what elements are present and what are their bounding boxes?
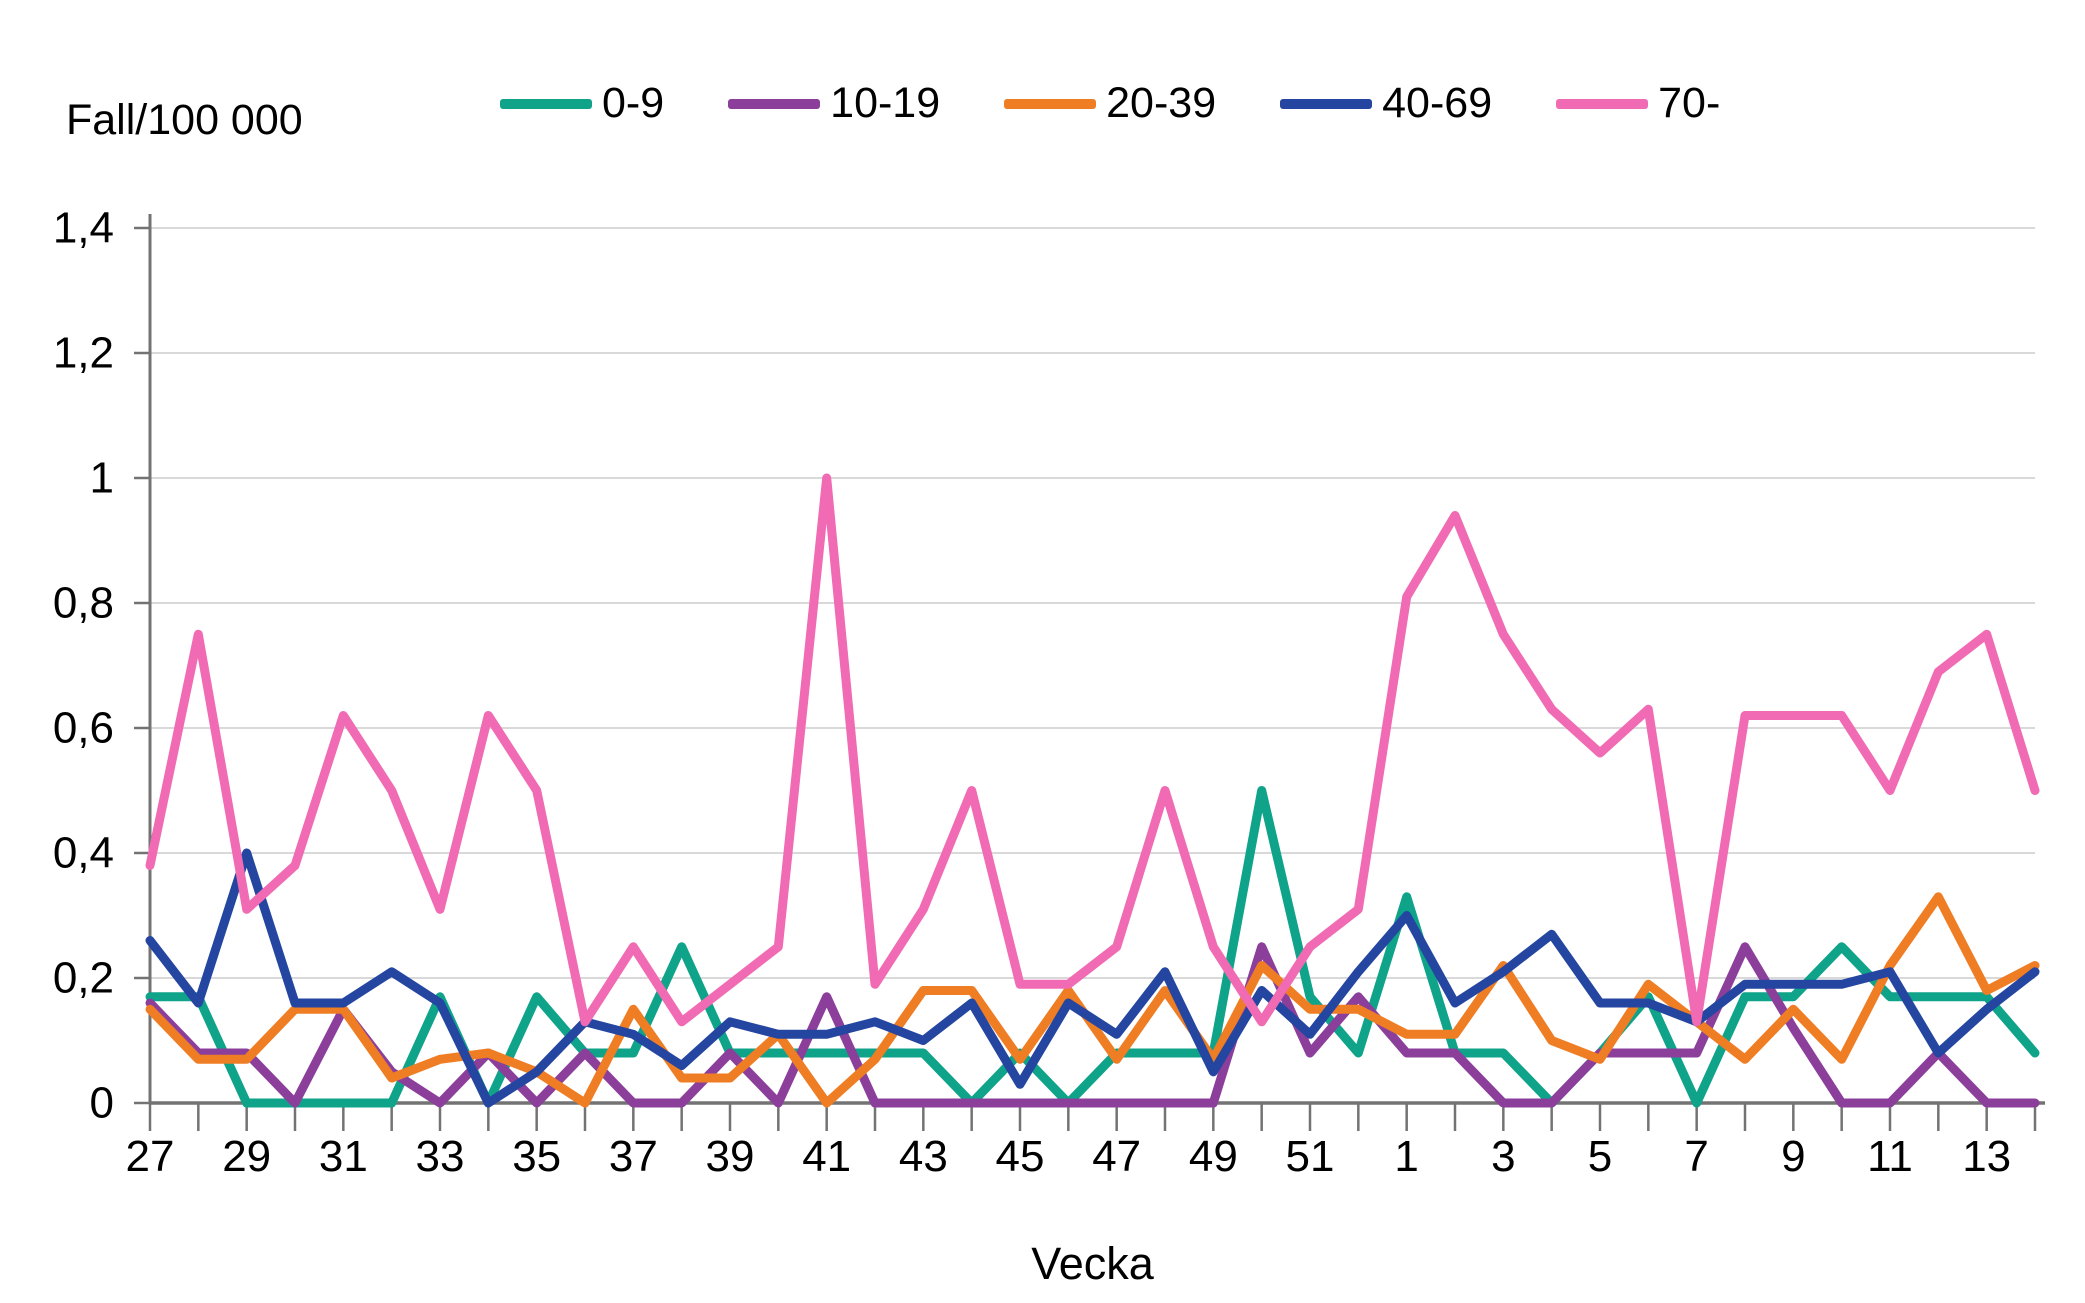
x-tick-label: 9 bbox=[1781, 1132, 1805, 1181]
y-tick-label: 0,2 bbox=[53, 954, 114, 1003]
x-tick-label: 33 bbox=[416, 1132, 465, 1181]
legend-item-0-9: 0-9 bbox=[500, 82, 664, 125]
x-tick-label: 31 bbox=[319, 1132, 368, 1181]
y-tick-label: 0,6 bbox=[53, 704, 114, 753]
legend-swatch-0-9 bbox=[500, 98, 592, 109]
legend-swatch-20-39 bbox=[1004, 98, 1097, 109]
legend-item-70-: 70- bbox=[1556, 82, 1720, 125]
x-tick-label: 13 bbox=[1962, 1132, 2011, 1181]
legend-item-20-39: 20-39 bbox=[1004, 82, 1216, 125]
x-tick-label: 35 bbox=[512, 1132, 561, 1181]
y-tick-label: 0,8 bbox=[53, 579, 114, 628]
x-tick-label: 7 bbox=[1684, 1132, 1708, 1181]
x-tick-label: 39 bbox=[706, 1132, 755, 1181]
series-line-70- bbox=[145, 473, 2040, 1027]
x-tick-label: 49 bbox=[1189, 1132, 1238, 1181]
x-axis-title: Vecka bbox=[1031, 1238, 1154, 1289]
legend-label-40-69: 40-69 bbox=[1382, 79, 1493, 127]
x-tick-label: 43 bbox=[899, 1132, 948, 1181]
x-tick-label: 11 bbox=[1867, 1132, 1913, 1181]
legend-label-10-19: 10-19 bbox=[830, 79, 941, 127]
y-tick-label: 1,4 bbox=[53, 204, 114, 253]
legend-item-40-69: 40-69 bbox=[1280, 82, 1492, 125]
legend: 0-9 10-19 20-39 40-69 70- bbox=[500, 82, 1720, 125]
x-tick-label: 47 bbox=[1092, 1132, 1141, 1181]
x-tick-label: 3 bbox=[1491, 1132, 1515, 1181]
series-line-40-69 bbox=[145, 848, 2040, 1108]
x-tick-label: 45 bbox=[996, 1132, 1045, 1181]
x-tick-label: 29 bbox=[222, 1132, 271, 1181]
y-tick-label: 1,2 bbox=[53, 329, 114, 378]
x-tick-label: 41 bbox=[802, 1132, 851, 1181]
legend-swatch-70- bbox=[1556, 98, 1649, 109]
x-tick-label: 5 bbox=[1588, 1132, 1612, 1181]
y-axis-title: Fall/100 000 bbox=[66, 96, 303, 144]
legend-item-10-19: 10-19 bbox=[728, 82, 940, 125]
legend-label-70-: 70- bbox=[1658, 79, 1721, 127]
y-tick-label: 0 bbox=[90, 1079, 114, 1128]
legend-swatch-10-19 bbox=[728, 98, 821, 109]
x-tick-label: 1 bbox=[1394, 1132, 1418, 1181]
x-tick-label: 27 bbox=[126, 1132, 175, 1181]
y-tick-label: 0,4 bbox=[53, 829, 114, 878]
y-tick-label: 1 bbox=[90, 454, 114, 503]
legend-label-20-39: 20-39 bbox=[1106, 79, 1217, 127]
legend-swatch-40-69 bbox=[1280, 98, 1373, 109]
legend-label-0-9: 0-9 bbox=[602, 79, 665, 127]
x-tick-label: 51 bbox=[1286, 1132, 1335, 1181]
x-tick-label: 37 bbox=[609, 1132, 658, 1181]
